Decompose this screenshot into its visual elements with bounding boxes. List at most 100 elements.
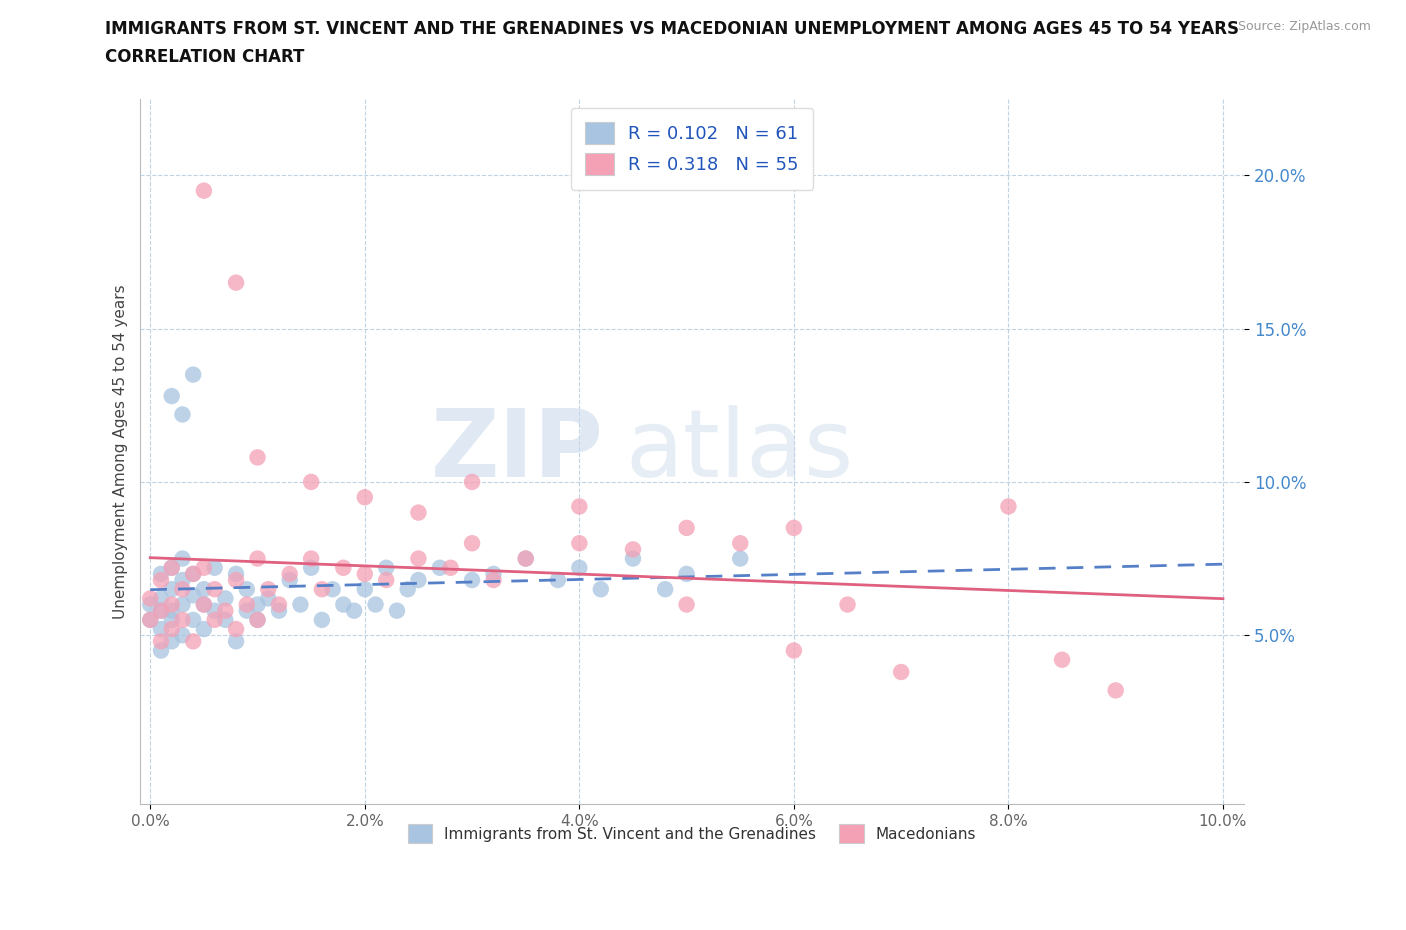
Point	[783, 521, 806, 536]
Point	[181, 367, 204, 382]
Point	[267, 604, 290, 618]
Point	[396, 582, 419, 597]
Point	[193, 183, 215, 198]
Text: ZIP: ZIP	[430, 405, 603, 498]
Point	[246, 551, 269, 566]
Point	[214, 591, 236, 605]
Point	[408, 551, 430, 566]
Point	[728, 536, 751, 551]
Point	[160, 597, 183, 612]
Point	[246, 597, 269, 612]
Point	[225, 573, 247, 588]
Point	[149, 566, 172, 581]
Point	[214, 613, 236, 628]
Point	[149, 621, 172, 636]
Point	[172, 573, 194, 588]
Point	[568, 536, 591, 551]
Point	[783, 644, 806, 658]
Point	[290, 597, 312, 612]
Point	[997, 499, 1019, 514]
Point	[375, 561, 398, 576]
Point	[181, 634, 204, 649]
Point	[193, 621, 215, 636]
Point	[246, 613, 269, 628]
Point	[204, 582, 226, 597]
Legend: Immigrants from St. Vincent and the Grenadines, Macedonians: Immigrants from St. Vincent and the Gren…	[402, 818, 983, 849]
Point	[193, 597, 215, 612]
Point	[246, 613, 269, 628]
Point	[172, 628, 194, 643]
Point	[1050, 652, 1073, 667]
Point	[589, 582, 612, 597]
Y-axis label: Unemployment Among Ages 45 to 54 years: Unemployment Among Ages 45 to 54 years	[114, 284, 128, 618]
Point	[172, 597, 194, 612]
Point	[1105, 683, 1128, 698]
Point	[515, 551, 537, 566]
Point	[181, 588, 204, 603]
Point	[353, 582, 375, 597]
Point	[225, 566, 247, 581]
Point	[461, 573, 484, 588]
Point	[225, 634, 247, 649]
Point	[837, 597, 859, 612]
Point	[172, 551, 194, 566]
Point	[236, 597, 259, 612]
Point	[675, 597, 697, 612]
Point	[139, 613, 162, 628]
Point	[160, 613, 183, 628]
Point	[675, 566, 697, 581]
Point	[139, 597, 162, 612]
Point	[193, 561, 215, 576]
Point	[225, 275, 247, 290]
Point	[408, 573, 430, 588]
Point	[299, 474, 322, 489]
Point	[728, 551, 751, 566]
Point	[890, 665, 912, 680]
Point	[408, 505, 430, 520]
Point	[654, 582, 676, 597]
Point	[236, 604, 259, 618]
Point	[160, 389, 183, 404]
Point	[246, 450, 269, 465]
Point	[568, 499, 591, 514]
Point	[160, 634, 183, 649]
Point	[181, 566, 204, 581]
Point	[149, 604, 172, 618]
Point	[204, 561, 226, 576]
Point	[160, 621, 183, 636]
Point	[311, 613, 333, 628]
Point	[139, 613, 162, 628]
Point	[172, 613, 194, 628]
Point	[547, 573, 569, 588]
Point	[439, 561, 461, 576]
Point	[332, 561, 354, 576]
Point	[225, 621, 247, 636]
Point	[461, 536, 484, 551]
Point	[299, 551, 322, 566]
Point	[149, 573, 172, 588]
Point	[267, 597, 290, 612]
Text: IMMIGRANTS FROM ST. VINCENT AND THE GRENADINES VS MACEDONIAN UNEMPLOYMENT AMONG : IMMIGRANTS FROM ST. VINCENT AND THE GREN…	[105, 20, 1240, 38]
Point	[160, 604, 183, 618]
Point	[204, 604, 226, 618]
Point	[160, 561, 183, 576]
Text: atlas: atlas	[626, 405, 853, 498]
Point	[353, 566, 375, 581]
Point	[149, 634, 172, 649]
Point	[515, 551, 537, 566]
Point	[193, 582, 215, 597]
Point	[299, 561, 322, 576]
Point	[278, 573, 301, 588]
Point	[149, 644, 172, 658]
Point	[621, 542, 644, 557]
Point	[160, 561, 183, 576]
Point	[236, 582, 259, 597]
Point	[257, 591, 280, 605]
Point	[364, 597, 387, 612]
Point	[322, 582, 344, 597]
Point	[482, 566, 505, 581]
Point	[353, 490, 375, 505]
Point	[375, 573, 398, 588]
Text: Source: ZipAtlas.com: Source: ZipAtlas.com	[1237, 20, 1371, 33]
Point	[193, 597, 215, 612]
